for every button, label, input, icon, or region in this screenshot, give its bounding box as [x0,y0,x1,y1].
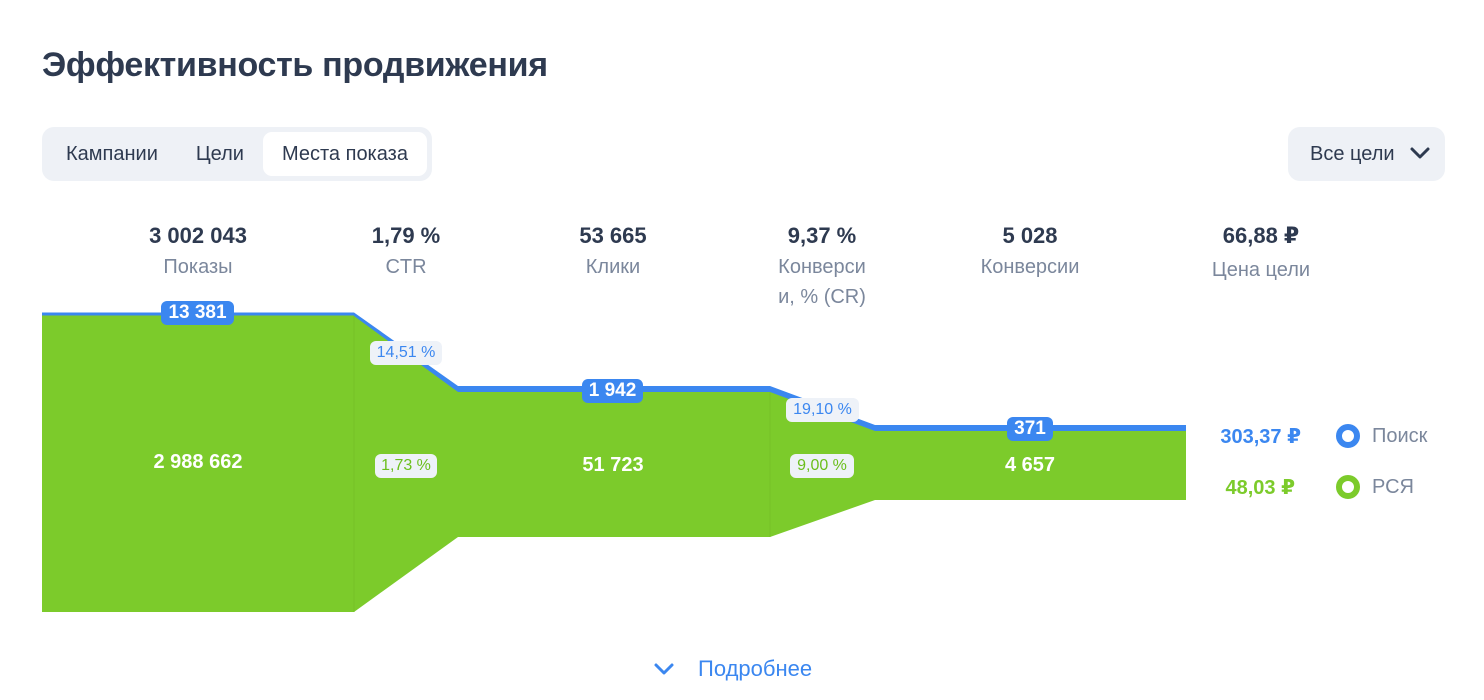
rsya-ring-icon [1336,475,1360,499]
rsya-conversions-value: 4 657 [1004,454,1056,476]
metric-label: Клики [585,256,641,278]
search-impressions-badge: 13 381 [161,301,234,325]
tab-placements[interactable]: Места показа [262,132,427,176]
search-cr-badge: 19,10 % [786,398,859,422]
metric-label: Цена цели [1211,259,1311,281]
metric-conversions: 5 028 Конверсии [950,222,1110,282]
metric-cr: 9,37 % Конверси и, % (CR) [742,222,902,312]
search-cost-per-goal: 303,37 ₽ [1220,426,1301,448]
search-conversions-badge: 371 [1007,417,1053,441]
metric-label: CTR [385,256,427,278]
chevron-down-icon [654,663,674,675]
metric-label: Показы [163,256,233,278]
search-clicks-badge: 1 942 [582,379,643,403]
metric-cost-per-goal: 66,88 ₽ Цена цели [1181,222,1341,285]
metric-value: 9,37 % [787,223,857,248]
metric-label: Конверси и, % (CR) [778,256,866,308]
more-details-link[interactable]: Подробнее [652,656,812,682]
goal-select-value: Все цели [1310,142,1395,165]
rsya-area [42,315,1186,612]
rsya-impressions-value: 2 988 662 [153,451,243,473]
legend-label: Поиск [1372,424,1428,447]
legend-item-rsya[interactable]: РСЯ [1336,475,1414,499]
view-tabs: Кампании Цели Места показа [42,127,432,181]
chevron-down-icon [1410,147,1430,159]
metric-value: 3 002 043 [149,223,247,248]
tab-goals[interactable]: Цели [195,142,244,165]
metric-ctr: 1,79 % CTR [326,222,486,282]
legend-item-search[interactable]: Поиск [1336,424,1427,448]
metric-value: 66,88 ₽ [1222,223,1300,248]
metric-value: 53 665 [579,223,647,248]
rsya-cost-per-goal: 48,03 ₽ [1225,477,1295,499]
more-details-label: Подробнее [698,656,813,681]
metric-value: 5 028 [1002,223,1058,248]
legend-label: РСЯ [1372,475,1415,498]
metric-value: 1,79 % [371,223,441,248]
rsya-clicks-value: 51 723 [582,454,644,476]
metric-label: Конверсии [980,256,1080,278]
search-ctr-badge: 14,51 % [370,341,442,365]
search-ring-icon [1336,424,1360,448]
metric-impressions: 3 002 043 Показы [118,222,278,282]
rsya-cr-badge: 9,00 % [790,454,854,478]
tab-campaigns[interactable]: Кампании [66,142,158,165]
goal-select[interactable]: Все цели [1288,127,1445,181]
rsya-ctr-badge: 1,73 % [375,454,437,478]
page-title: Эффективность продвижения [42,46,548,84]
metric-clicks: 53 665 Клики [533,222,693,282]
